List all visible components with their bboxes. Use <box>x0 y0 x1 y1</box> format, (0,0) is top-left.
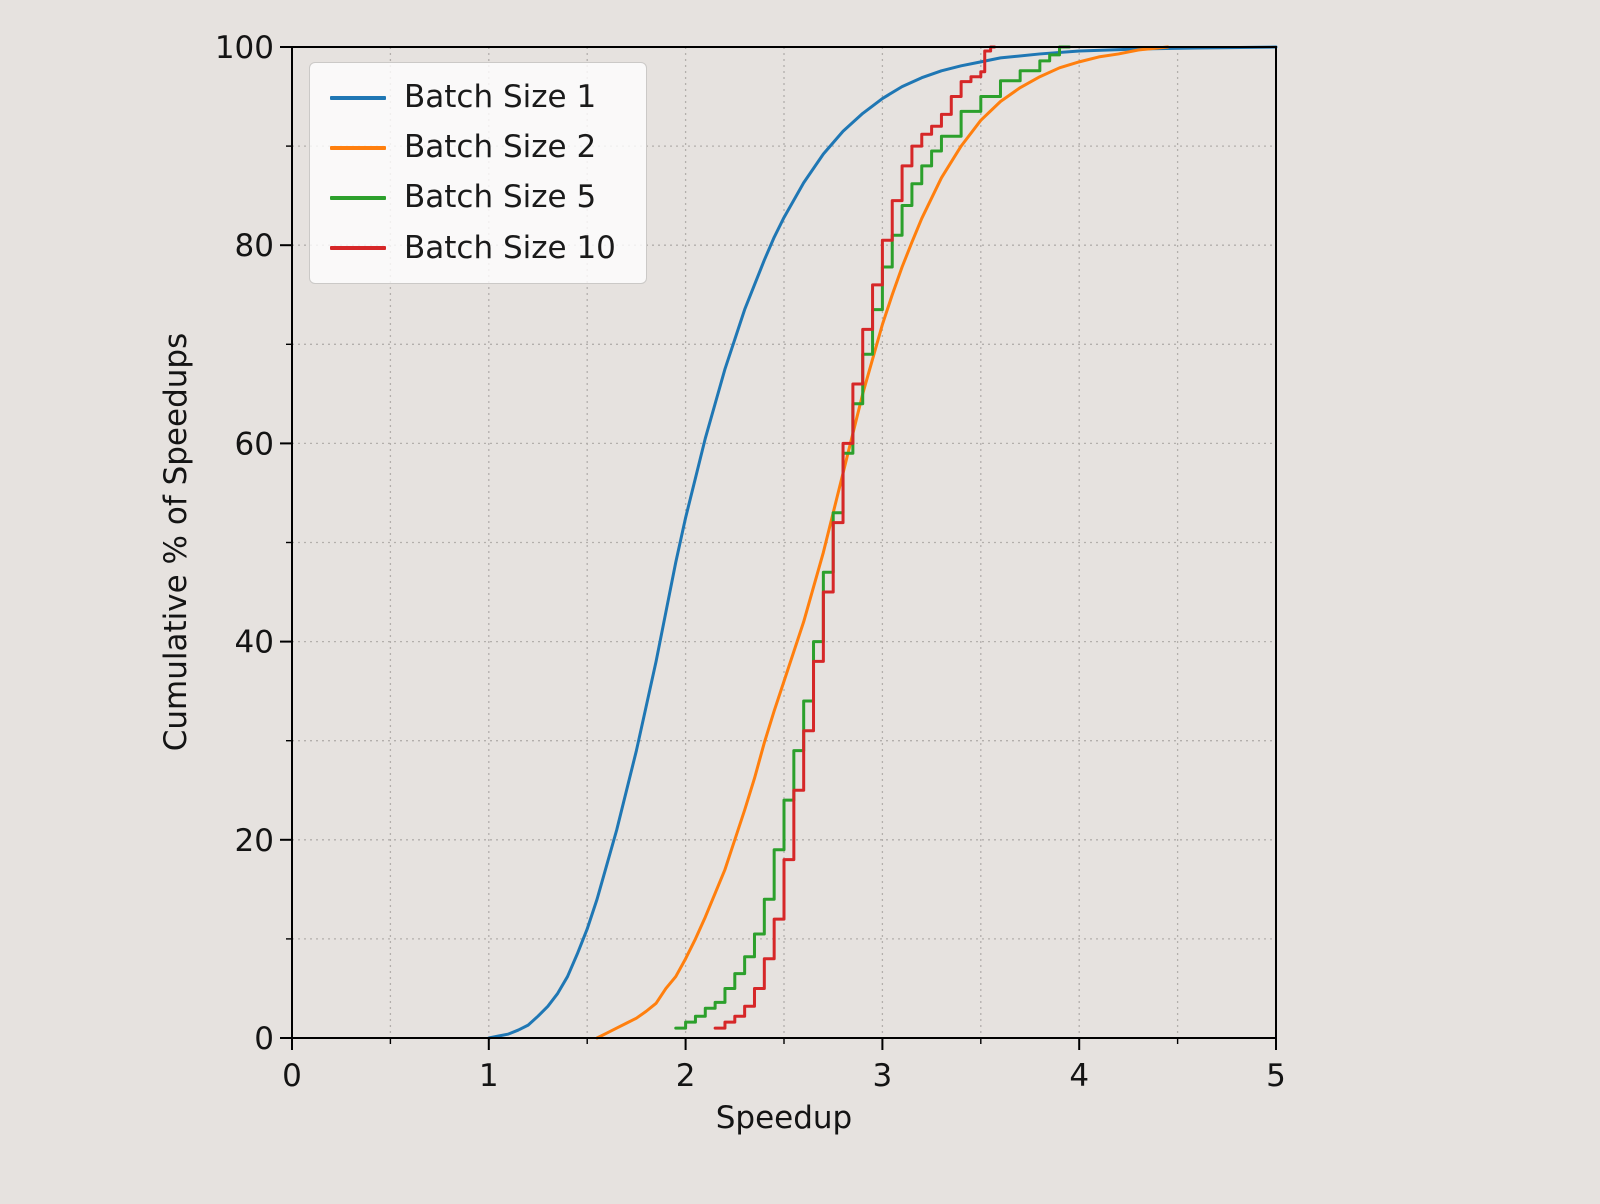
svg-text:20: 20 <box>235 823 274 859</box>
svg-text:0: 0 <box>254 1021 274 1057</box>
legend-item-batch-2: Batch Size 2 <box>330 129 616 166</box>
legend-item-batch-5: Batch Size 5 <box>330 179 616 216</box>
legend-item-batch-1: Batch Size 1 <box>330 79 616 116</box>
x-axis-label: Speedup <box>715 1100 853 1136</box>
svg-text:100: 100 <box>215 30 274 66</box>
legend-label: Batch Size 2 <box>404 129 597 166</box>
svg-text:4: 4 <box>1069 1058 1089 1094</box>
svg-text:60: 60 <box>235 426 274 462</box>
legend: Batch Size 1 Batch Size 2 Batch Size 5 B… <box>309 62 647 284</box>
svg-text:40: 40 <box>235 625 274 661</box>
legend-line-swatch <box>330 95 386 100</box>
legend-line-swatch <box>330 246 386 251</box>
svg-text:1: 1 <box>479 1058 499 1094</box>
svg-text:80: 80 <box>235 228 274 264</box>
y-axis-label: Cumulative % of Speedups <box>158 332 194 752</box>
legend-label: Batch Size 10 <box>404 229 616 266</box>
legend-line-swatch <box>330 145 386 150</box>
legend-line-swatch <box>330 195 386 200</box>
svg-text:3: 3 <box>873 1058 893 1094</box>
legend-label: Batch Size 1 <box>404 79 597 115</box>
svg-text:2: 2 <box>676 1058 696 1094</box>
legend-label: Batch Size 5 <box>404 179 597 216</box>
svg-text:5: 5 <box>1266 1058 1286 1094</box>
legend-item-batch-10: Batch Size 10 <box>330 230 616 267</box>
svg-text:0: 0 <box>282 1058 302 1094</box>
